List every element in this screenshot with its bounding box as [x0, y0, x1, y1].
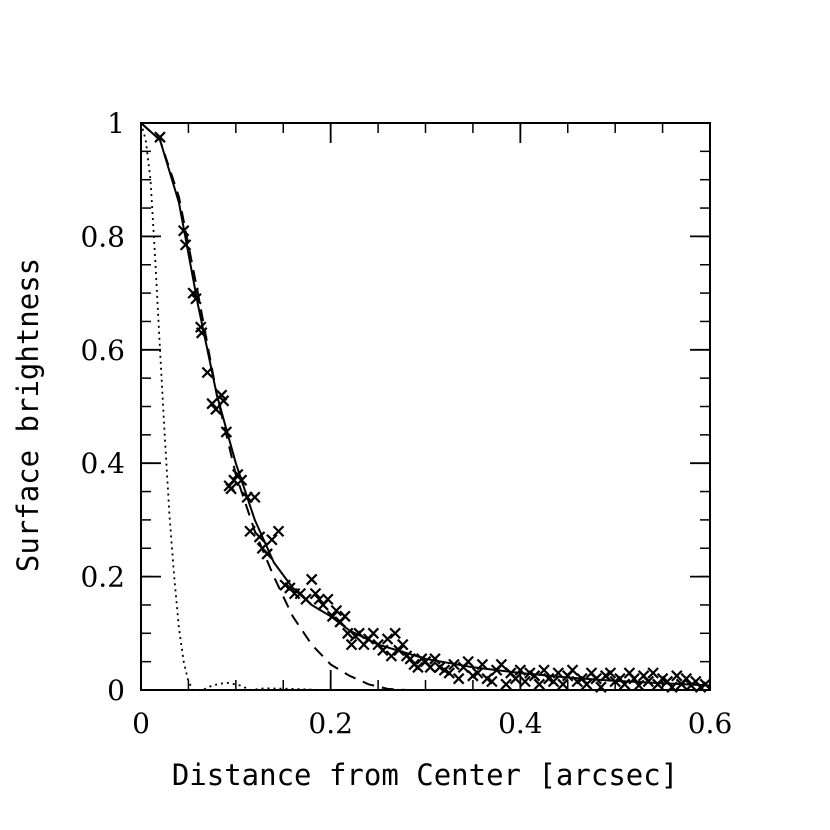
data-point	[179, 239, 192, 251]
data-point	[486, 675, 498, 688]
data-point	[217, 395, 230, 407]
data-point	[249, 491, 261, 503]
data-points	[154, 131, 712, 693]
data-point	[305, 573, 318, 586]
data-point	[509, 672, 522, 685]
data-point	[244, 525, 256, 538]
y-tick-labels: 0 0.2 0.4 0.6 0.8 1	[80, 107, 125, 707]
data-point	[235, 474, 248, 486]
data-point	[699, 678, 712, 691]
data-point	[519, 675, 531, 688]
data-point	[424, 661, 437, 674]
data-point	[220, 426, 233, 438]
data-point	[300, 593, 312, 606]
y-tick-label: 0.2	[80, 561, 125, 594]
data-point	[353, 627, 365, 640]
data-point	[190, 292, 202, 305]
data-point	[547, 675, 560, 688]
x-tick-label: 0.2	[308, 707, 353, 740]
data-point	[206, 397, 218, 410]
data-point	[514, 664, 527, 676]
data-point	[671, 670, 683, 682]
data-point	[628, 672, 640, 685]
x-tick-label: 0.4	[498, 707, 543, 740]
data-point	[528, 670, 541, 682]
x-axis-label: Distance from Center [arcsec]	[172, 758, 678, 792]
data-point	[381, 633, 394, 645]
data-point	[201, 366, 214, 379]
data-point	[261, 548, 273, 560]
data-point	[642, 675, 655, 688]
data-point	[330, 604, 343, 617]
data-point	[396, 638, 409, 651]
data-point	[533, 678, 546, 691]
x-tick-label: 0.6	[688, 707, 733, 740]
data-point	[580, 678, 593, 691]
data-point	[443, 667, 455, 679]
data-point	[412, 661, 424, 674]
data-point	[452, 672, 465, 685]
data-point	[272, 525, 285, 538]
data-point	[345, 638, 358, 651]
x-tick-labels: 0 0.2 0.4 0.6	[132, 707, 732, 740]
data-point	[462, 655, 474, 668]
y-tick-label: 0.4	[80, 447, 125, 480]
data-point	[552, 667, 565, 679]
y-tick-label: 0	[107, 674, 125, 707]
data-point	[266, 533, 278, 546]
data-point	[448, 658, 460, 671]
data-point	[557, 678, 569, 691]
data-point	[313, 593, 326, 606]
data-point	[680, 672, 693, 685]
data-point	[590, 672, 602, 685]
data-point	[367, 627, 380, 640]
data-point	[309, 587, 322, 600]
data-point	[500, 678, 512, 691]
y-tick-label: 0.8	[80, 220, 125, 253]
data-point	[385, 650, 398, 662]
data-point	[195, 327, 208, 339]
data-point	[177, 224, 190, 237]
data-point	[326, 610, 339, 623]
data-point	[566, 664, 579, 676]
data-point	[604, 667, 617, 679]
data-point	[393, 644, 405, 657]
data-point	[495, 658, 508, 671]
data-point	[231, 468, 244, 481]
data-point	[429, 653, 441, 665]
data-point	[377, 644, 389, 657]
data-point	[471, 667, 484, 679]
plot-frame	[140, 122, 711, 691]
data-point	[154, 131, 166, 143]
data-point	[187, 287, 199, 299]
data-point	[339, 610, 351, 623]
x-tick-label: 0	[132, 707, 150, 740]
data-point	[389, 627, 401, 640]
data-point	[538, 664, 550, 676]
data-point	[225, 482, 237, 495]
data-point	[476, 658, 489, 671]
data-point	[618, 678, 631, 691]
data-point	[253, 531, 266, 543]
data-point	[322, 593, 334, 606]
minor-ticks	[141, 123, 710, 690]
y-axis-label: Surface brightness	[11, 258, 45, 572]
data-point	[647, 667, 659, 679]
y-tick-label: 0.6	[80, 334, 125, 367]
y-tick-label: 1	[107, 107, 125, 140]
data-point	[633, 679, 645, 692]
data-point	[341, 627, 354, 640]
